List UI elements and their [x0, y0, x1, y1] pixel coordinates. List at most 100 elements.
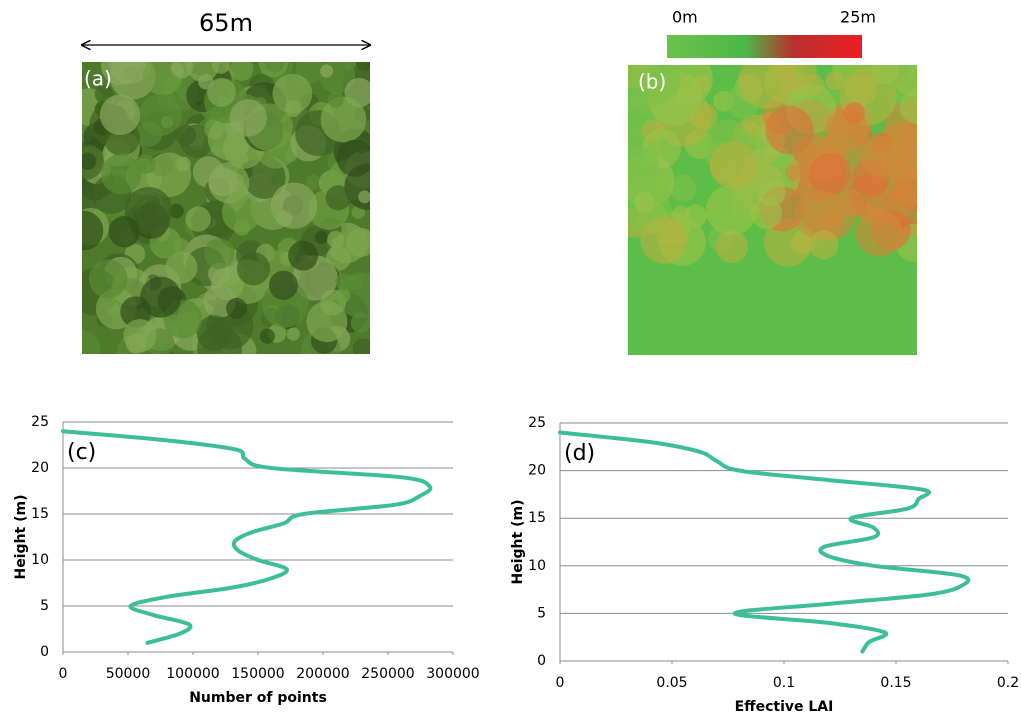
tree-crown — [82, 210, 104, 251]
height-blob — [899, 89, 917, 124]
tree-crown — [185, 206, 211, 232]
height-blob — [808, 153, 852, 196]
tree-crown — [335, 273, 353, 291]
tree-crown — [208, 167, 238, 197]
y-tick-label: 25 — [31, 414, 49, 430]
height-blob — [765, 105, 814, 155]
y-tick-label: 0 — [40, 644, 49, 660]
panel-label: (c) — [67, 440, 96, 465]
height-blob — [871, 65, 900, 85]
scale-label: 65m — [199, 9, 253, 37]
tree-crown — [82, 152, 97, 170]
height-blob — [684, 204, 708, 228]
tree-crown — [352, 338, 370, 354]
colorbar — [667, 35, 862, 58]
x-tick-label: 0 — [556, 675, 565, 691]
height-blob — [809, 230, 839, 260]
x-tick-label: 0 — [59, 666, 68, 682]
height-blob — [628, 145, 660, 189]
x-tick-label: 0.1 — [773, 675, 795, 691]
tree-crown — [101, 62, 140, 86]
x-tick-label: 0.05 — [656, 675, 687, 691]
tree-crown — [118, 228, 135, 245]
tree-crown — [229, 99, 267, 137]
panel-label: (b) — [638, 70, 666, 94]
y-tick-label: 15 — [31, 506, 49, 522]
height-blob — [784, 164, 802, 182]
tree-crown — [82, 330, 101, 354]
tree-crown — [305, 174, 321, 190]
y-tick-label: 10 — [528, 558, 546, 574]
x-tick-label: 0.15 — [880, 675, 911, 691]
x-axis-label: Effective LAI — [735, 699, 834, 715]
tree-crown — [196, 315, 233, 351]
x-tick-label: 200000 — [296, 666, 349, 682]
colorbar-min: 0m — [672, 8, 698, 27]
tree-crown — [325, 185, 351, 211]
y-tick-label: 0 — [537, 653, 546, 669]
tree-crown — [136, 154, 156, 174]
tree-crown — [169, 203, 184, 219]
tree-crown — [358, 190, 370, 204]
tree-crown — [320, 64, 334, 78]
x-tick-label: 300000 — [426, 666, 479, 682]
profile-line — [558, 430, 971, 654]
tree-crown — [99, 94, 141, 136]
tree-crown — [258, 62, 289, 78]
height-blob — [669, 174, 697, 202]
height-blob — [738, 65, 795, 109]
tree-crown — [336, 139, 370, 177]
tree-crown — [259, 328, 275, 344]
height-blob — [715, 230, 749, 264]
x-axis-label: Number of points — [189, 690, 327, 706]
y-axis-label: Height (m) — [13, 495, 29, 580]
tree-crown — [268, 270, 299, 300]
tree-crown — [88, 259, 128, 299]
tree-crown — [306, 301, 348, 343]
y-tick-label: 20 — [528, 463, 546, 479]
x-tick-label: 150000 — [231, 666, 284, 682]
tree-crown — [272, 73, 313, 114]
tree-crown — [100, 153, 142, 195]
y-tick-label: 15 — [528, 510, 546, 526]
tree-crown — [146, 152, 192, 198]
x-tick-label: 50000 — [106, 666, 151, 682]
tree-crown — [320, 96, 367, 143]
colorbar-max: 25m — [840, 8, 876, 27]
tree-crown — [139, 93, 182, 136]
tree-crown — [236, 252, 271, 286]
x-tick-label: 250000 — [361, 666, 414, 682]
tree-crown — [186, 62, 220, 82]
height-blob — [750, 197, 783, 229]
tree-crown — [327, 91, 344, 108]
tree-crown — [165, 251, 198, 284]
tree-crown — [288, 240, 319, 271]
y-tick-label: 25 — [528, 415, 546, 431]
height-blob — [855, 209, 903, 257]
panel-label: (d) — [564, 441, 595, 466]
tree-crown — [207, 77, 236, 107]
tree-crown — [203, 238, 235, 269]
tree-crown — [211, 62, 230, 74]
height-blob — [640, 216, 688, 264]
tree-crown — [123, 319, 157, 353]
y-tick-label: 5 — [40, 598, 49, 614]
tree-crown — [226, 297, 248, 319]
tree-crown — [286, 327, 300, 341]
height-blob — [843, 102, 865, 124]
tree-crown — [314, 230, 328, 244]
height-blob — [794, 190, 845, 241]
height-blob — [628, 65, 681, 106]
tree-crown — [346, 227, 370, 257]
height-blob — [859, 135, 902, 178]
height-blob — [706, 184, 757, 236]
canopy-height-map — [628, 65, 917, 355]
panel-label: (a) — [84, 67, 112, 91]
tree-crown — [270, 182, 318, 229]
height-blob — [825, 71, 845, 91]
tree-crown — [350, 312, 370, 334]
x-tick-label: 100000 — [166, 666, 219, 682]
tree-crown — [208, 262, 230, 285]
aerial-photo — [82, 62, 370, 354]
